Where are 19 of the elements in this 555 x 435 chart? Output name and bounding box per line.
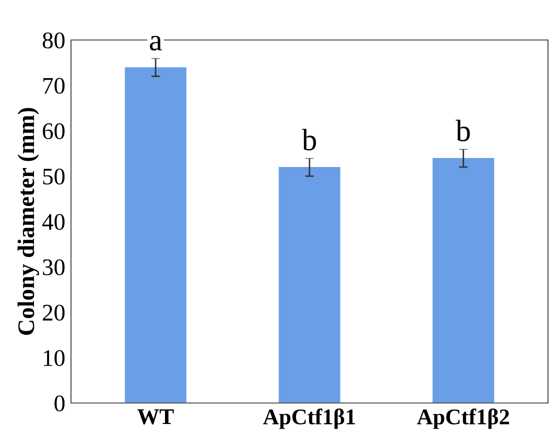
x-tick-label: ApCtf1β1 [263,408,355,429]
y-tick-label: 30 [42,259,65,276]
y-tick-label: 40 [42,214,65,230]
y-tick-label: 0 [54,395,65,412]
x-tick-label: WT [137,409,174,424]
y-tick-label: 70 [43,78,65,94]
bar [124,67,186,403]
y-tick-label: 80 [42,32,65,48]
annotation: b [302,128,316,150]
annotation: b [456,120,470,142]
bar [432,158,494,403]
annotation: a [150,36,162,51]
bar [278,167,340,403]
y-axis-title: Colony diameter (mm) [18,108,40,335]
y-tick-label: 50 [43,168,65,185]
x-tick-label: ApCtf1β2 [417,408,510,429]
y-tick-label: 60 [42,123,65,140]
y-tick-label: 20 [42,304,65,321]
y-tick-label: 10 [44,350,65,366]
